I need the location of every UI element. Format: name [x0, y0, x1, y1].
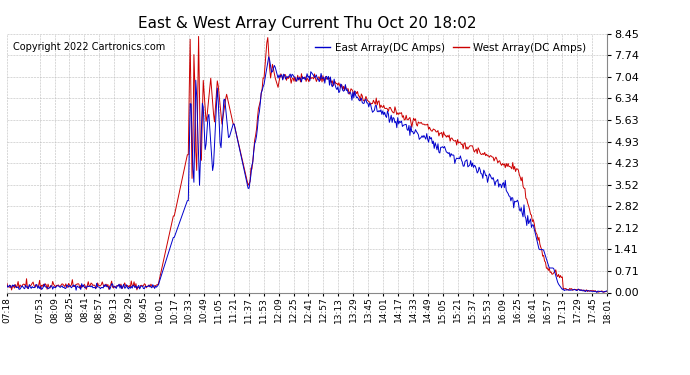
Legend: East Array(DC Amps), West Array(DC Amps): East Array(DC Amps), West Array(DC Amps) [310, 39, 590, 57]
Title: East & West Array Current Thu Oct 20 18:02: East & West Array Current Thu Oct 20 18:… [138, 16, 476, 31]
Text: Copyright 2022 Cartronics.com: Copyright 2022 Cartronics.com [13, 42, 165, 51]
